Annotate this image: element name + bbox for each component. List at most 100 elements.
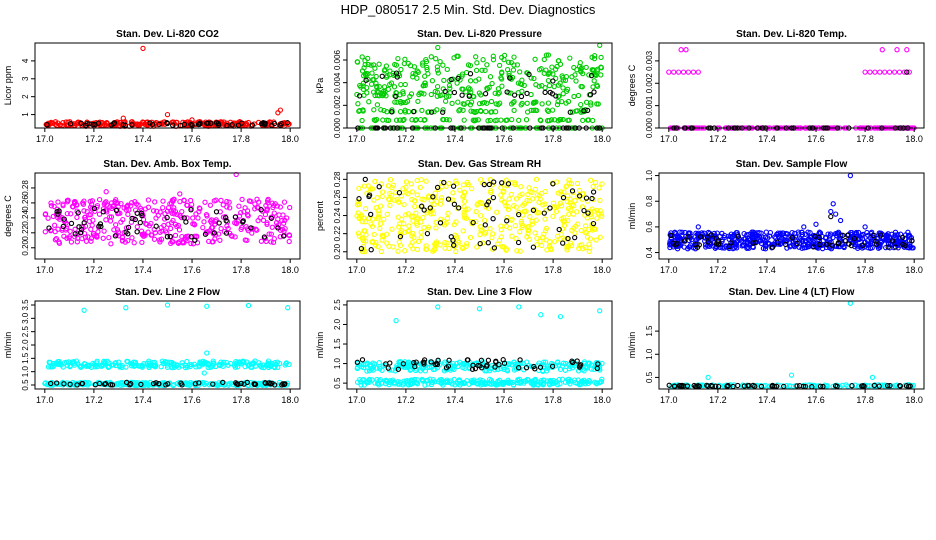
data-point bbox=[565, 205, 572, 212]
data-point bbox=[262, 120, 268, 127]
data-point bbox=[409, 189, 415, 195]
data-point bbox=[462, 215, 468, 221]
data-point bbox=[364, 85, 370, 91]
data-point bbox=[455, 75, 461, 82]
data-point bbox=[284, 120, 291, 126]
data-point bbox=[584, 107, 591, 114]
data-point bbox=[172, 221, 179, 228]
data-point bbox=[108, 362, 115, 368]
data-point bbox=[376, 360, 382, 366]
data-point bbox=[496, 377, 503, 383]
data-point bbox=[258, 238, 265, 244]
data-point bbox=[590, 220, 597, 227]
data-point bbox=[107, 214, 113, 220]
data-point bbox=[420, 60, 426, 66]
data-point bbox=[740, 242, 746, 248]
data-point bbox=[428, 54, 434, 60]
data-point bbox=[430, 194, 436, 200]
data-point bbox=[423, 178, 429, 184]
data-point bbox=[147, 120, 153, 126]
x-tick-label: 17.8 bbox=[544, 134, 562, 144]
data-point bbox=[206, 362, 212, 368]
chart-title: Stan. Dev. Line 2 Flow bbox=[115, 287, 220, 298]
figure-title: HDP_080517 2.5 Min. Std. Dev. Diagnostic… bbox=[341, 2, 596, 17]
data-point bbox=[775, 231, 781, 238]
data-point bbox=[83, 238, 90, 244]
x-tick-label: 17.0 bbox=[36, 395, 54, 405]
data-point bbox=[759, 234, 765, 240]
data-point bbox=[578, 66, 584, 72]
data-point bbox=[420, 214, 426, 221]
y-axis-label: degrees C bbox=[627, 64, 637, 106]
data-point bbox=[387, 378, 393, 384]
data-point bbox=[538, 242, 545, 249]
data-point bbox=[400, 117, 406, 124]
data-point bbox=[588, 366, 595, 372]
data-point bbox=[201, 219, 207, 225]
data-point bbox=[799, 245, 805, 251]
data-point bbox=[434, 107, 440, 113]
data-point bbox=[467, 71, 474, 77]
data-point bbox=[671, 383, 678, 389]
y-tick-label: 1 bbox=[21, 112, 30, 117]
data-point bbox=[830, 201, 836, 207]
data-point bbox=[498, 192, 504, 198]
data-point bbox=[42, 380, 49, 386]
data-point bbox=[794, 383, 800, 389]
x-tick-label: 17.4 bbox=[758, 395, 776, 405]
data-point bbox=[100, 209, 106, 215]
data-point bbox=[202, 199, 208, 205]
data-point bbox=[209, 224, 216, 230]
data-point bbox=[510, 67, 517, 73]
data-point bbox=[543, 359, 549, 365]
data-point bbox=[599, 181, 605, 187]
data-point bbox=[897, 383, 904, 389]
data-point bbox=[899, 234, 906, 241]
data-point bbox=[586, 377, 592, 384]
data-point bbox=[491, 245, 498, 251]
x-tick-label: 18.0 bbox=[905, 395, 923, 405]
data-point bbox=[180, 239, 186, 245]
data-point bbox=[489, 380, 496, 386]
y-axis-label: ml/min bbox=[627, 332, 637, 359]
data-point bbox=[468, 99, 475, 105]
data-point bbox=[380, 88, 387, 95]
data-point bbox=[115, 229, 122, 235]
data-point bbox=[721, 232, 728, 239]
data-point bbox=[422, 368, 429, 374]
data-point bbox=[355, 101, 361, 107]
data-point bbox=[265, 358, 272, 364]
data-point bbox=[833, 211, 839, 217]
data-point bbox=[544, 107, 551, 113]
data-point bbox=[541, 363, 547, 370]
data-point bbox=[77, 230, 84, 236]
data-point bbox=[414, 68, 420, 74]
data-point bbox=[188, 121, 194, 128]
data-point bbox=[389, 192, 395, 198]
data-point bbox=[61, 216, 67, 222]
data-point bbox=[597, 42, 603, 48]
data-point bbox=[511, 92, 518, 98]
data-point bbox=[204, 120, 210, 126]
data-point bbox=[542, 216, 548, 222]
data-point bbox=[564, 193, 571, 199]
data-point bbox=[578, 362, 584, 368]
data-point bbox=[734, 238, 741, 244]
data-point bbox=[370, 77, 376, 83]
data-point bbox=[164, 234, 171, 240]
data-point bbox=[832, 383, 839, 389]
data-point bbox=[518, 183, 524, 190]
data-point bbox=[847, 172, 854, 179]
data-point bbox=[368, 247, 374, 253]
data-point bbox=[132, 216, 138, 223]
data-point bbox=[164, 208, 171, 214]
data-point bbox=[359, 117, 365, 124]
data-point bbox=[262, 211, 269, 218]
data-point bbox=[494, 209, 500, 215]
data-point bbox=[376, 61, 382, 67]
data-point bbox=[568, 181, 575, 187]
data-point bbox=[190, 215, 196, 221]
data-point bbox=[592, 179, 599, 186]
data-point bbox=[83, 363, 89, 369]
data-point bbox=[201, 359, 207, 366]
